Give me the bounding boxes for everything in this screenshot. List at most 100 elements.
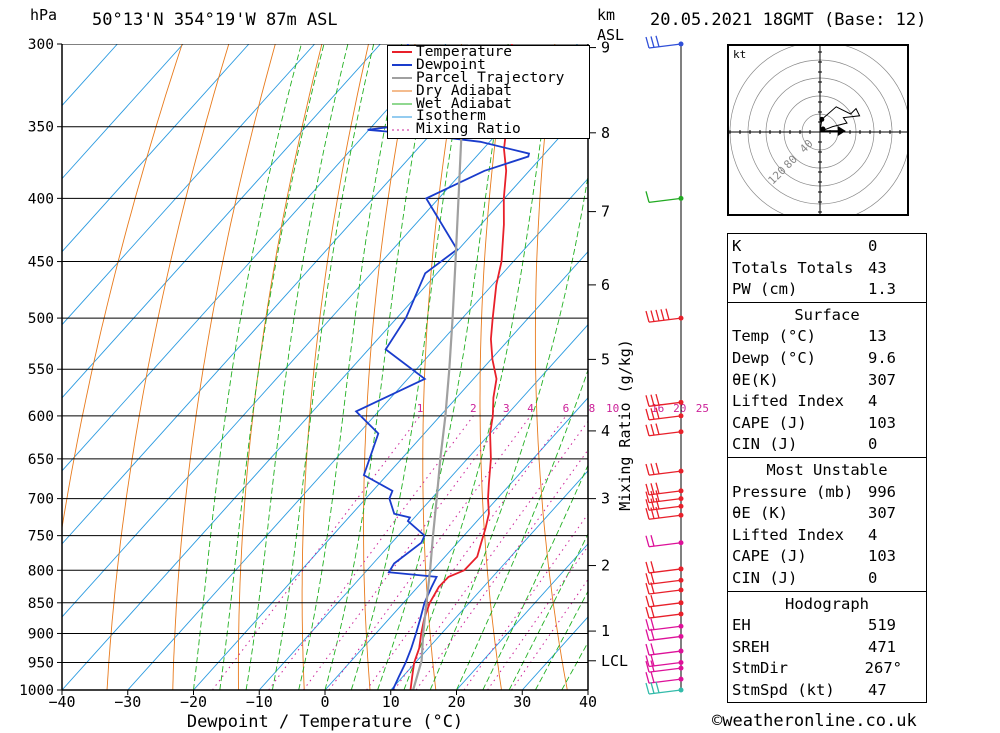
hodograph-stat-label: EH (732, 616, 751, 635)
most-unstable-row: CIN (J) 0 (728, 568, 926, 590)
hodograph-ring-label: 40 (797, 137, 816, 156)
height-tick-label: 8 (601, 124, 610, 142)
surface-label: Dewp (°C) (732, 348, 816, 367)
height-tick-label: 6 (601, 276, 610, 294)
wind-barb-flag (645, 408, 650, 421)
legend-label: Mixing Ratio (416, 121, 521, 138)
isotherm-line (62, 44, 447, 472)
legend-swatch (392, 64, 412, 67)
temperature-tick-label: 30 (513, 693, 531, 711)
wind-barb-staff (648, 667, 682, 673)
mixing-ratio-line (511, 578, 588, 690)
most-unstable-value: 996 (868, 482, 896, 501)
wind-barb-flag (655, 490, 660, 502)
isotherm-line (193, 250, 588, 690)
wind-barb-staff (648, 197, 682, 204)
wind-barb-flag (645, 643, 650, 656)
wind-barb-staff (648, 514, 682, 520)
mixing-ratio-line (211, 415, 421, 690)
wet-adiabat-line (482, 464, 588, 690)
legend-item: Parcel Trajectory (388, 71, 589, 85)
legend-label: Isotherm (416, 108, 486, 125)
wind-barb-flag (645, 629, 650, 641)
hodograph-stat-value: 519 (868, 616, 896, 635)
wind-barb-flag (650, 682, 655, 694)
hodograph-stat-label: StmSpd (kt) (732, 680, 835, 699)
wind-barb-staff (648, 542, 682, 548)
wind-barb-flag (650, 618, 655, 630)
dry-adiabat-line (641, 44, 699, 690)
mixing-ratio-axis-title: Mixing Ratio (g/kg) (616, 339, 634, 511)
wind-barb-flag (655, 35, 660, 47)
wind-barb-flag (645, 310, 650, 323)
wind-barb-flag (645, 424, 650, 436)
pressure-tick-label: 500 (28, 311, 54, 327)
most-unstable-label: CIN (J) (732, 568, 798, 587)
most-unstable-label: CAPE (J) (732, 547, 807, 566)
hodograph-stats-title: Hodograph (785, 594, 869, 613)
chart-legend: Temperature Dewpoint Parcel Trajectory Dry … (387, 45, 590, 139)
indices-table: K 0 Totals Totals 43 PW (cm) 1.3 Surface Temp… (727, 233, 927, 703)
wind-barb-staff (648, 568, 682, 574)
hodograph-stat-row: StmDir 267° (728, 658, 926, 680)
indices-surface: Surface Temp (°C) 13 Dewp (°C) 9.6 θE(K) 307 L… (728, 303, 926, 458)
wet-adiabat-line (429, 173, 588, 690)
temperature-tick-label: −20 (180, 693, 207, 711)
surface-row: Lifted Index 4 (728, 391, 926, 413)
wind-barb-flag (645, 655, 650, 667)
surface-value: 9.6 (868, 348, 896, 367)
wind-barb-flag (645, 660, 650, 673)
legend-label: Temperature (416, 44, 513, 60)
index-value: 43 (868, 258, 887, 277)
wind-barb-flag (645, 483, 650, 496)
dry-adiabat-line (106, 44, 230, 690)
wind-barb-flag (645, 463, 650, 476)
most-unstable-value: 307 (868, 504, 896, 523)
wet-adiabat-line (219, 44, 325, 690)
wind-barb-flag (650, 671, 655, 683)
wind-barb-flag (650, 572, 655, 584)
hodograph-stat-value: 47 (868, 680, 887, 699)
isotherm-line (62, 44, 118, 107)
wind-barb-flag (645, 395, 650, 407)
mixing-ratio-label: 2 (470, 402, 477, 415)
pressure-tick-label: 450 (28, 255, 54, 271)
isotherm-line (127, 177, 588, 690)
hodograph-trace (819, 106, 861, 133)
surface-value: 4 (868, 392, 878, 411)
surface-label: CIN (J) (732, 435, 798, 454)
most-unstable-row: θE (K) 307 (728, 503, 926, 525)
wind-barb-flag (645, 595, 650, 607)
legend-label: Dry Adiabat (416, 82, 513, 99)
isotherm-line (62, 44, 250, 253)
wind-barb-flag (650, 424, 655, 436)
indices-most-unstable: Most Unstable Pressure (mb) 996 θE (K) 307 L… (728, 458, 926, 592)
surface-value: 0 (868, 435, 878, 454)
legend-item: Dry Adiabat (388, 82, 589, 99)
wind-barb-staff (648, 505, 682, 511)
legend-label: Dewpoint (416, 56, 486, 73)
most-unstable-title: Most Unstable (766, 460, 888, 479)
dry-adiabat-line (928, 44, 1000, 690)
wind-barb-flag (655, 482, 660, 494)
wind-barb-flag (660, 309, 665, 321)
wind-barb-flag (645, 508, 650, 520)
isotherm-line (62, 44, 184, 180)
wind-barb-flag (650, 394, 655, 406)
mixing-ratio-line (415, 449, 588, 690)
wind-barb-staff (648, 317, 682, 323)
isotherm-line (324, 397, 588, 690)
hodograph-stat-label: SREH (732, 637, 770, 656)
mixing-ratio-label: 3 (503, 402, 510, 415)
wind-barb-flag (655, 393, 660, 406)
temperature-profile (409, 44, 516, 690)
wind-barb-flag (650, 643, 655, 655)
x-axis-title: Dewpoint / Temperature (°C) (187, 712, 463, 732)
height-tick-label: 1 (601, 622, 610, 640)
isotherm-line (62, 104, 588, 690)
legend-swatch (392, 129, 412, 131)
most-unstable-row: Pressure (mb) 996 (728, 482, 926, 504)
legend-swatch (392, 90, 412, 92)
